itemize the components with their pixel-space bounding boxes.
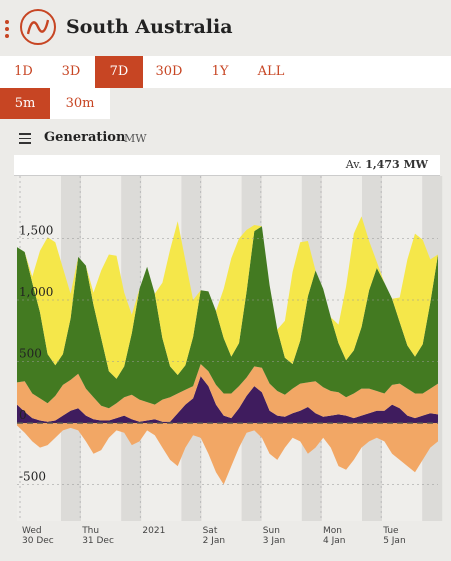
- x-tick-sublabel: 2 Jan: [203, 536, 225, 546]
- section-unit: MW: [124, 132, 147, 145]
- y-tick-label: 0: [19, 408, 27, 422]
- tab-range-all[interactable]: ALL: [257, 64, 285, 79]
- x-tick-label: Tue: [382, 526, 399, 536]
- page-title: South Australia: [66, 16, 233, 38]
- app-header: South Australia: [0, 0, 451, 56]
- x-tick-sublabel: 31 Dec: [82, 536, 114, 546]
- tab-range-3d[interactable]: 3D: [61, 64, 81, 79]
- average-readout: Av. 1,473 MW: [346, 158, 428, 171]
- generation-section-header: Generation MW: [0, 126, 451, 150]
- range-tab-bar: 1D 3D 7D 30D 1Y ALL: [0, 56, 451, 88]
- logo-mark: [27, 19, 49, 35]
- x-axis-band: [0, 521, 451, 561]
- average-label: Av.: [345, 158, 362, 171]
- average-bar: Av. 1,473 MW: [14, 155, 440, 176]
- x-tick-label: 2021: [142, 526, 165, 536]
- section-title: Generation: [44, 130, 126, 145]
- y-tick-label: -500: [19, 470, 46, 484]
- hamburger-icon[interactable]: [19, 133, 31, 147]
- tab-range-30d[interactable]: 30D: [155, 64, 183, 79]
- y-tick-label: 1,500: [19, 224, 53, 238]
- tab-interval-30m[interactable]: 30m: [65, 96, 95, 111]
- area-exports: [17, 423, 438, 485]
- area-gas: [17, 364, 438, 422]
- y-tick-label: 1,000: [19, 285, 53, 299]
- tab-range-1y[interactable]: 1Y: [211, 64, 229, 79]
- y-tick-label: 500: [19, 347, 42, 361]
- tab-range-1d[interactable]: 1D: [14, 64, 33, 79]
- x-tick-sublabel: 30 Dec: [22, 536, 54, 546]
- x-tick-label: Sun: [263, 526, 280, 536]
- opennem-logo-icon[interactable]: [20, 9, 56, 45]
- area-solar: [17, 216, 438, 379]
- tab-range-7d[interactable]: 7D: [95, 56, 143, 88]
- area-distillate: [17, 376, 438, 423]
- area-wind: [17, 226, 438, 409]
- x-tick-sublabel: 4 Jan: [323, 536, 345, 546]
- vertical-dots-icon[interactable]: [5, 20, 11, 41]
- average-value: 1,473 MW: [365, 158, 428, 171]
- x-tick-sublabel: 3 Jan: [263, 536, 285, 546]
- x-tick-label: Sat: [203, 526, 218, 536]
- x-tick-label: Thu: [81, 526, 99, 536]
- x-tick-sublabel: 5 Jan: [383, 536, 405, 546]
- interval-tab-bar: 5m 30m: [0, 88, 110, 119]
- x-tick-label: Wed: [22, 526, 42, 536]
- x-tick-label: Mon: [323, 526, 342, 536]
- tab-interval-5m[interactable]: 5m: [0, 88, 50, 119]
